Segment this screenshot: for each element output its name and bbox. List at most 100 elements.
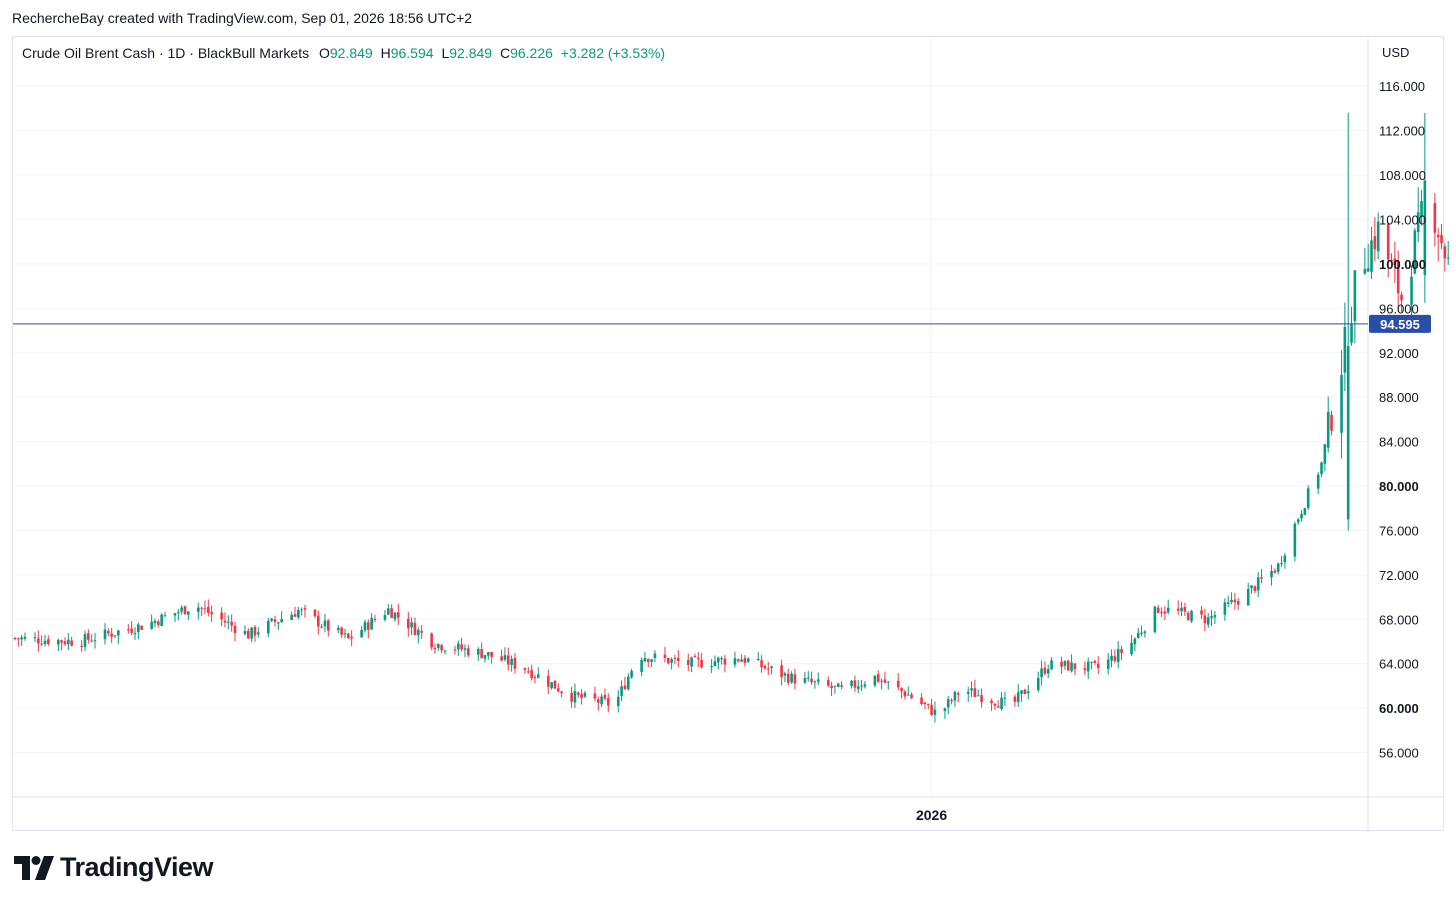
candle (20, 634, 23, 647)
candle-body (903, 691, 907, 697)
candle-body (1130, 642, 1133, 655)
candle-body (1423, 180, 1427, 276)
candle (900, 687, 903, 699)
candle (640, 657, 643, 677)
candle (433, 643, 437, 654)
candle (1296, 517, 1300, 525)
candle (676, 650, 680, 668)
candle (736, 658, 740, 663)
candle (1166, 599, 1170, 615)
tradingview-logo[interactable]: TradingView (14, 852, 214, 883)
candle (1393, 241, 1397, 284)
candle-body (526, 671, 530, 673)
candle-body (826, 680, 830, 686)
candle (1443, 243, 1447, 272)
y-tick-label: 76.000 (1379, 523, 1419, 538)
candle-body (720, 658, 723, 660)
candle (1210, 610, 1213, 627)
candle-body (510, 658, 513, 665)
candle (396, 603, 400, 626)
candle (313, 608, 317, 619)
candle-body (90, 640, 93, 642)
y-tick-label: 100.000 (1379, 257, 1426, 272)
candle-body (203, 608, 207, 610)
candle-body (956, 693, 960, 695)
candle-body (880, 680, 883, 682)
candle (746, 657, 750, 663)
candle (416, 627, 420, 644)
candle (1390, 253, 1393, 262)
candle-body (856, 686, 860, 690)
candle (523, 667, 527, 674)
candle-body (317, 615, 320, 627)
candle (37, 630, 40, 652)
candle (673, 654, 677, 665)
candle-body (476, 648, 480, 655)
candle (117, 629, 120, 644)
candle-body (1023, 689, 1027, 695)
candle-body (653, 653, 657, 658)
symbol-legend[interactable]: Crude Oil Brent Cash · 1D · BlackBull Ma… (22, 45, 665, 61)
candle (883, 671, 887, 684)
candle-body (840, 685, 843, 687)
candle-body (926, 703, 930, 705)
candle (1190, 609, 1193, 624)
y-tick-label: 56.000 (1379, 746, 1419, 761)
candle-body (530, 670, 533, 679)
candle-body (953, 691, 957, 701)
candle-body (616, 696, 620, 707)
candle (760, 655, 763, 673)
candle-body (396, 612, 400, 618)
candle-body (1393, 258, 1397, 266)
candle (347, 632, 350, 640)
candle (863, 681, 867, 689)
candle-body (570, 692, 573, 702)
candle-body (463, 648, 467, 650)
candle-body (1063, 660, 1067, 666)
candle (1036, 671, 1040, 693)
candle-body (443, 650, 447, 652)
candle-body (813, 681, 817, 683)
candle-body (560, 691, 563, 694)
candle-body (1270, 571, 1273, 578)
candle (1330, 410, 1333, 436)
candle-body (536, 674, 540, 678)
candle-body (853, 680, 857, 688)
legend-open-label: O (318, 45, 330, 61)
candle (137, 622, 140, 640)
candle (1050, 657, 1053, 671)
y-tick-label: 80.000 (1379, 479, 1419, 494)
candle (127, 624, 130, 634)
candle (756, 651, 760, 661)
candle (880, 678, 883, 690)
candle-body (406, 619, 410, 629)
candle-body (483, 655, 487, 659)
candle (896, 673, 900, 691)
candle (856, 679, 860, 694)
candle-body (790, 673, 793, 683)
candle-body (1376, 221, 1380, 252)
candle (793, 668, 797, 690)
candle (743, 655, 747, 667)
candle (643, 652, 647, 663)
candle-body (187, 611, 190, 615)
candle (1350, 306, 1353, 346)
candle-body (523, 668, 527, 671)
candle (1326, 396, 1330, 453)
candle (183, 605, 187, 615)
candle (280, 611, 283, 624)
candle-body (1300, 513, 1303, 519)
candle (836, 682, 840, 687)
currency-label[interactable]: USD (1382, 45, 1410, 60)
candle (383, 610, 387, 622)
candle-body (1133, 638, 1137, 645)
candle-body (113, 635, 117, 637)
legend-close: 96.226 (510, 45, 553, 61)
candle-body (743, 658, 747, 663)
candle-body (600, 696, 603, 705)
candle (923, 701, 927, 710)
candle (526, 666, 530, 674)
candle (1163, 606, 1167, 620)
candle-body (1400, 294, 1403, 301)
